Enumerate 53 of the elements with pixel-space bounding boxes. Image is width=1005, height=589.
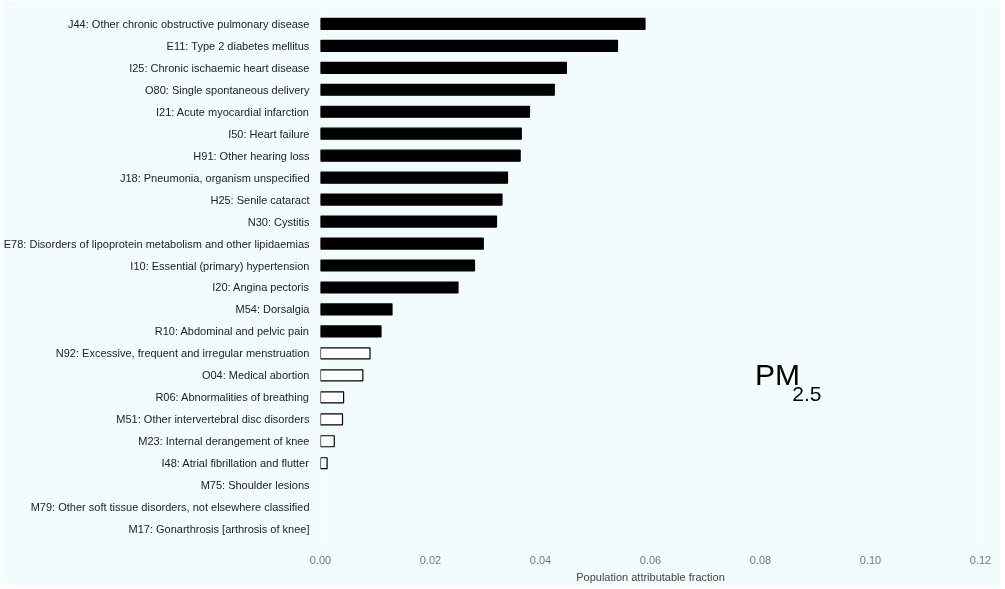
bar — [320, 457, 328, 470]
y-tick-label: H91: Other hearing loss — [193, 149, 310, 162]
bar — [320, 325, 382, 338]
bar — [320, 391, 345, 404]
bar — [320, 237, 484, 250]
bar — [320, 83, 555, 96]
bar — [320, 61, 567, 74]
y-tick-label: I21: Acute myocardial infarction — [156, 105, 309, 118]
bar — [320, 105, 531, 118]
y-tick-label: O80: Single spontaneous delivery — [145, 83, 310, 96]
bar — [320, 347, 371, 360]
y-tick-label: M75: Shoulder lesions — [200, 479, 310, 492]
bar — [320, 369, 364, 382]
x-axis-title: Population attributable fraction — [576, 570, 725, 583]
y-tick-label: M17: Gonarthrosis [arthrosis of knee] — [128, 523, 310, 536]
y-tick-label: E78: Disorders of lipoprotein metabolism and other lipidaemias — [3, 237, 310, 250]
bar — [320, 215, 498, 228]
bar — [320, 303, 393, 316]
bar — [320, 127, 522, 140]
bar — [320, 281, 459, 294]
y-tick-label: R10: Abdominal and pelvic pain — [154, 325, 309, 338]
y-tick-label: H25: Senile cataract — [210, 193, 310, 206]
y-tick-label: N92: Excessive, frequent and irregular menstruation — [55, 347, 310, 360]
x-tick-label: 0.00 — [309, 553, 332, 566]
y-tick-label: M23: Internal derangement of knee — [138, 435, 310, 448]
y-tick-label: R06: Abnormalities of breathing — [155, 391, 309, 404]
x-tick-label: 0.06 — [639, 553, 662, 566]
x-tick-label: 0.04 — [529, 553, 552, 566]
x-tick-label: 0.08 — [749, 553, 772, 566]
y-tick-label: I48: Atrial fibrillation and flutter — [161, 457, 310, 470]
x-tick-label: 0.10 — [859, 553, 882, 566]
y-tick-label: I20: Angina pectoris — [212, 281, 310, 294]
y-tick-label: J44: Other chronic obstructive pulmonary disease — [67, 17, 310, 30]
bar — [320, 413, 344, 426]
bar — [320, 149, 521, 162]
y-tick-label: I25: Chronic ischaemic heart disease — [129, 61, 310, 74]
y-tick-label: I50: Heart failure — [228, 127, 310, 140]
y-tick-label: I10: Essential (primary) hypertension — [130, 259, 310, 272]
bar — [320, 39, 619, 52]
x-tick-label: 0.02 — [419, 553, 442, 566]
bar — [320, 435, 335, 448]
y-tick-label: O04: Medical abortion — [201, 369, 310, 382]
bar — [320, 171, 509, 184]
y-tick-label: M54: Dorsalgia — [235, 303, 311, 316]
y-tick-label: N30: Cystitis — [247, 215, 310, 228]
bar — [320, 193, 503, 206]
y-tick-label: M51: Other intervertebral disc disorders — [116, 413, 310, 426]
bar — [320, 259, 476, 272]
x-tick-label: 0.12 — [969, 553, 992, 566]
y-tick-label: J18: Pneumonia, organism unspecified — [119, 171, 310, 184]
y-tick-label: M79: Other soft tissue disorders, not elsewhere classified — [30, 501, 310, 514]
y-tick-label: E11: Type 2 diabetes mellitus — [166, 39, 310, 52]
bar — [320, 17, 646, 30]
